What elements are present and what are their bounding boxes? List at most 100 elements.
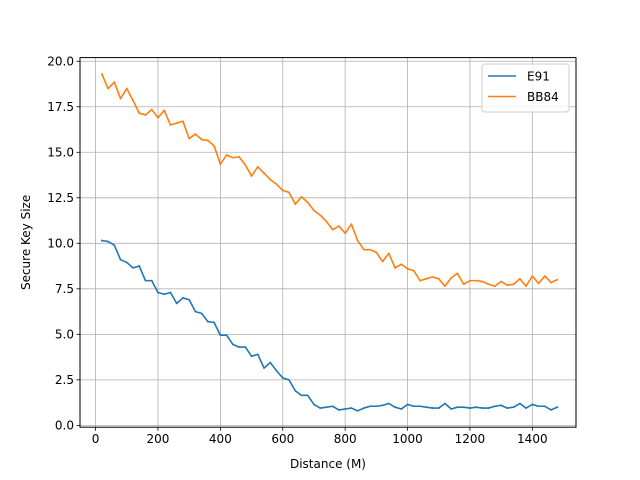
series-line-e91: [100, 239, 559, 412]
data-point-bb84: [132, 99, 134, 102]
data-point-e91: [275, 369, 278, 372]
data-point-e91: [288, 378, 290, 381]
data-point-bb84: [425, 277, 428, 280]
data-point-bb84: [288, 191, 290, 194]
data-point-bb84: [462, 283, 465, 286]
data-point-e91: [512, 406, 515, 409]
data-point-e91: [518, 402, 521, 405]
y-tick-label: 0.0: [55, 419, 74, 433]
data-point-bb84: [313, 209, 315, 212]
data-point-bb84: [525, 285, 527, 287]
x-tick-label: 600: [271, 432, 294, 446]
data-point-e91: [344, 408, 347, 410]
data-point-e91: [169, 291, 172, 294]
data-point-e91: [375, 405, 378, 408]
data-point-e91: [107, 240, 109, 243]
data-point-e91: [356, 409, 359, 412]
data-point-bb84: [456, 272, 459, 275]
data-point-e91: [157, 291, 159, 294]
data-point-e91: [419, 405, 421, 408]
data-point-bb84: [406, 267, 409, 270]
data-point-e91: [294, 389, 297, 392]
data-point-e91: [113, 244, 116, 247]
y-tick-label: 12.5: [47, 191, 74, 205]
data-point-e91: [250, 355, 253, 358]
x-tick-label: 400: [209, 432, 232, 446]
data-point-e91: [219, 334, 222, 337]
data-point-e91: [225, 334, 228, 337]
axis-ticks: 0 200 400 600 800 1000 1200 1400 0.0 2.5 5.0 7.5 10.…: [47, 54, 547, 446]
y-tick-label: 7.5: [55, 282, 74, 296]
data-point-e91: [394, 406, 396, 409]
data-point-bb84: [550, 281, 552, 284]
data-point-bb84: [138, 112, 141, 115]
x-tick-label: 0: [92, 432, 100, 446]
data-point-e91: [194, 310, 197, 313]
data-point-bb84: [219, 163, 222, 166]
data-point-bb84: [325, 220, 328, 223]
data-point-bb84: [319, 214, 322, 216]
data-point-e91: [556, 406, 559, 409]
data-point-e91: [481, 407, 484, 409]
data-point-e91: [244, 346, 247, 348]
data-point-e91: [487, 407, 490, 409]
data-point-e91: [256, 353, 259, 356]
data-point-bb84: [518, 277, 521, 280]
data-point-bb84: [469, 279, 471, 282]
data-point-e91: [188, 298, 191, 301]
y-tick-label: 2.5: [55, 373, 74, 387]
data-point-bb84: [294, 203, 297, 206]
legend-label-bb84: BB84: [527, 90, 559, 104]
data-point-e91: [319, 407, 322, 409]
data-point-bb84: [175, 122, 178, 125]
data-point-bb84: [450, 277, 453, 279]
y-tick-label: 17.5: [47, 100, 74, 114]
data-point-e91: [269, 361, 272, 364]
data-point-bb84: [537, 282, 540, 285]
x-tick-label: 1000: [392, 432, 423, 446]
data-point-bb84: [487, 283, 490, 286]
grid-lines: [80, 57, 576, 428]
data-point-e91: [338, 409, 340, 411]
data-point-bb84: [437, 277, 440, 280]
data-point-bb84: [375, 251, 378, 254]
data-point-bb84: [281, 189, 284, 192]
data-point-e91: [281, 377, 284, 379]
data-point-e91: [500, 404, 503, 407]
data-point-e91: [213, 321, 216, 324]
plot-area-frame: [79, 57, 577, 428]
data-point-bb84: [331, 228, 334, 231]
x-tick-label: 1200: [455, 432, 486, 446]
data-point-bb84: [419, 279, 421, 282]
data-point-bb84: [300, 195, 303, 198]
y-tick-label: 20.0: [47, 54, 74, 68]
data-point-e91: [231, 343, 234, 346]
data-point-bb84: [506, 284, 509, 287]
data-point-e91: [263, 367, 265, 369]
data-point-bb84: [231, 156, 234, 159]
x-axis-label: Distance (M): [290, 457, 366, 471]
legend-label-e91: E91: [527, 69, 550, 83]
series-line-bb84: [100, 72, 559, 287]
data-point-e91: [331, 405, 334, 408]
data-point-e91: [437, 407, 440, 409]
data-point-bb84: [394, 266, 396, 269]
data-point-bb84: [119, 97, 122, 100]
data-point-e91: [525, 407, 527, 409]
data-point-e91: [207, 320, 209, 323]
data-point-bb84: [269, 178, 272, 181]
data-point-e91: [369, 405, 372, 408]
y-tick-label: 10.0: [47, 237, 74, 251]
y-axis-label: Secure Key Size: [19, 195, 33, 290]
data-point-bb84: [169, 124, 172, 126]
data-point-bb84: [207, 139, 209, 142]
x-tick-label: 200: [147, 432, 170, 446]
data-point-e91: [150, 279, 153, 282]
data-point-bb84: [387, 252, 390, 255]
data-point-bb84: [225, 154, 228, 156]
data-point-e91: [313, 403, 315, 406]
data-point-bb84: [144, 114, 147, 116]
data-point-bb84: [475, 279, 478, 282]
data-point-bb84: [100, 73, 103, 75]
data-point-bb84: [188, 137, 191, 140]
